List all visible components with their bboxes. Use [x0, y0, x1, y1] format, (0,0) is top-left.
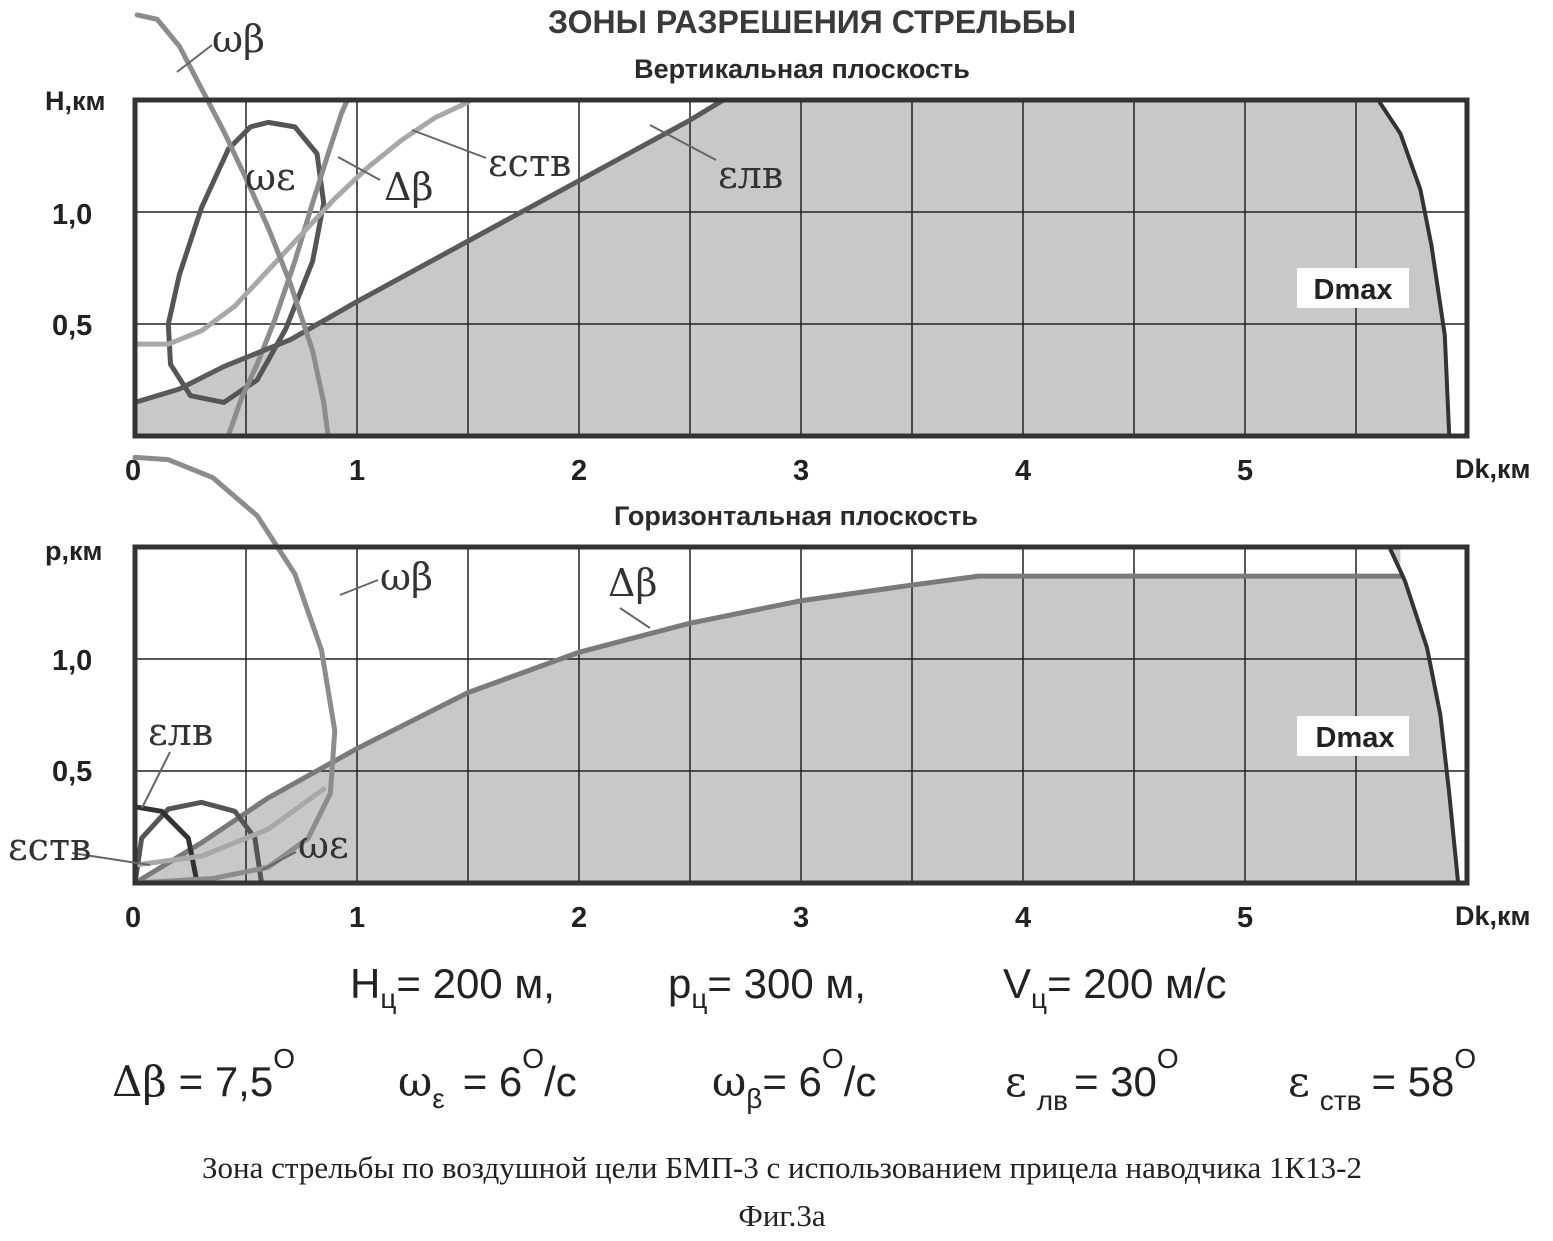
vertical-label-omega-epsilon: ωε — [245, 155, 296, 199]
x-tick-label: 3 — [793, 902, 809, 934]
eps-stv-value: = 58 — [1371, 1058, 1454, 1105]
svg-text:ωε= 6О/с: ωε = 6О/с — [398, 1043, 577, 1114]
eps-stv-degree: О — [1454, 1043, 1476, 1074]
target-param-sub: ц — [691, 983, 707, 1014]
target-speed-symbol: V — [1003, 960, 1031, 1007]
eps-lv-symbol: ε — [1005, 1057, 1027, 1106]
horizontal-y-tick-1-0: 1,0 — [52, 645, 92, 677]
svg-text:ωβ= 6О/с: ωβ= 6О/с — [712, 1043, 876, 1114]
omega-eps-symbol: ω — [398, 1057, 432, 1106]
svg-text:εств: εств — [488, 141, 571, 185]
x-tick-label: 1 — [349, 902, 365, 934]
svg-text:εлв: εлв — [148, 710, 213, 754]
horizontal-label-epsilon-stv: εств — [8, 825, 150, 869]
omega-beta-symbol: ω — [712, 1057, 746, 1106]
horizontal-label-epsilon-lv: εлв — [142, 710, 213, 808]
x-tick-label: 5 — [1237, 902, 1253, 934]
delta-beta-degree: О — [273, 1043, 295, 1074]
svg-text:ωβ: ωβ — [380, 555, 433, 599]
vertical-y-tick-1-0: 1,0 — [52, 199, 92, 231]
svg-text:рц= 300 м,: рц= 300 м, — [668, 960, 866, 1014]
figure-caption: Зона стрельбы по воздушной цели БМП-3 с … — [202, 1150, 1362, 1185]
horizontal-y-tick-0-5: 0,5 — [52, 756, 92, 788]
eps-stv-symbol: ε — [1288, 1057, 1310, 1106]
vertical-y-axis-label: Н,км — [45, 86, 106, 116]
x-tick-label: 4 — [1015, 455, 1031, 487]
vertical-dmax-label: Dmax — [1314, 274, 1393, 306]
horizontal-x-ticks: 0 1 2 3 4 5 — [125, 902, 1253, 934]
svg-text:Δβ: Δβ — [384, 165, 433, 209]
horizontal-x-axis-label: Dk,км — [1455, 901, 1531, 931]
svg-text:Δβ: Δβ — [608, 561, 657, 605]
omega-eps-degree: О — [522, 1043, 544, 1074]
horizontal-plane-chart: Горизонтальная плоскость р,км 1,0 0,5 0 1… — [8, 457, 1531, 934]
target-param-value: = 300 м, — [707, 960, 865, 1007]
omega-eps-unit: /с — [544, 1058, 577, 1105]
horizontal-dmax-label: Dmax — [1316, 722, 1395, 754]
vertical-y-tick-0-5: 0,5 — [52, 310, 92, 342]
target-height-symbol: Н — [350, 960, 380, 1007]
figure-number: Фиг.3а — [738, 1198, 826, 1233]
x-tick-label: 2 — [571, 902, 587, 934]
x-tick-label: 4 — [1015, 902, 1031, 934]
firing-zone-area — [135, 100, 1449, 436]
svg-text:εств= 58О: εств = 58О — [1288, 1043, 1476, 1116]
svg-text:εлв: εлв — [718, 153, 783, 197]
svg-text:ωε: ωε — [245, 155, 296, 199]
target-height-value: = 200 м, — [396, 960, 554, 1007]
omega-beta-sub: β — [746, 1083, 762, 1114]
vertical-firing-zone — [135, 100, 1449, 436]
svg-text:Vц= 200 м/с: Vц= 200 м/с — [1003, 960, 1227, 1014]
limits-parameters-line: Δβ= 7,5О ωε= 6О/с ωβ= 6О/с εлв= 30О εств… — [112, 1043, 1476, 1116]
omega-eps-sub: ε — [432, 1083, 444, 1114]
svg-text:ωβ: ωβ — [212, 17, 265, 61]
x-tick-label: 2 — [571, 455, 587, 487]
eps-stv-sub: ств — [1320, 1085, 1362, 1116]
horizontal-label-omega-beta: ωβ — [340, 555, 433, 599]
x-tick-label: 3 — [793, 455, 809, 487]
svg-text:ωε: ωε — [298, 823, 349, 867]
vertical-label-epsilon-stv: εств — [412, 130, 571, 185]
vertical-plane-chart: Вертикальная плоскость Н,км 1,0 0,5 0123… — [45, 15, 1531, 487]
figure-title: ЗОНЫ РАЗРЕШЕНИЯ СТРЕЛЬБЫ — [548, 4, 1076, 40]
delta-beta-value: = 7,5 — [179, 1058, 274, 1105]
x-tick-label: 0 — [125, 902, 141, 934]
eps-lv-value: = 30 — [1074, 1058, 1157, 1105]
x-tick-label: 5 — [1237, 455, 1253, 487]
omega-beta-unit: /с — [844, 1058, 877, 1105]
omega-beta-degree: О — [822, 1043, 844, 1074]
omega-beta-value: = 6 — [762, 1058, 822, 1105]
delta-beta-symbol: Δβ — [112, 1057, 167, 1106]
target-parameters-line: Нц= 200 м, рц= 300 м, Vц= 200 м/с — [350, 960, 1227, 1014]
vertical-x-axis-label: Dk,км — [1455, 454, 1531, 484]
svg-text:εств: εств — [8, 825, 91, 869]
eps-lv-degree: О — [1157, 1043, 1179, 1074]
target-height-sub: ц — [380, 983, 396, 1014]
vertical-plane-title: Вертикальная плоскость — [634, 54, 970, 84]
target-speed-sub: ц — [1031, 983, 1047, 1014]
horizontal-label-delta-beta: Δβ — [608, 561, 657, 628]
x-tick-label: 1 — [349, 455, 365, 487]
target-param-symbol: р — [668, 960, 691, 1007]
svg-text:Δβ= 7,5О: Δβ = 7,5О — [112, 1043, 295, 1106]
eps-lv-sub: лв — [1037, 1085, 1068, 1116]
horizontal-y-axis-label: р,км — [45, 536, 102, 566]
target-speed-value: = 200 м/с — [1047, 960, 1226, 1007]
omega-eps-value: = 6 — [463, 1058, 523, 1105]
horizontal-plane-title: Горизонтальная плоскость — [614, 501, 978, 531]
vertical-x-ticks: 012345 — [125, 455, 1253, 487]
svg-text:Нц= 200 м,: Нц= 200 м, — [350, 960, 555, 1014]
svg-text:εлв= 30О: εлв= 30О — [1005, 1043, 1179, 1116]
